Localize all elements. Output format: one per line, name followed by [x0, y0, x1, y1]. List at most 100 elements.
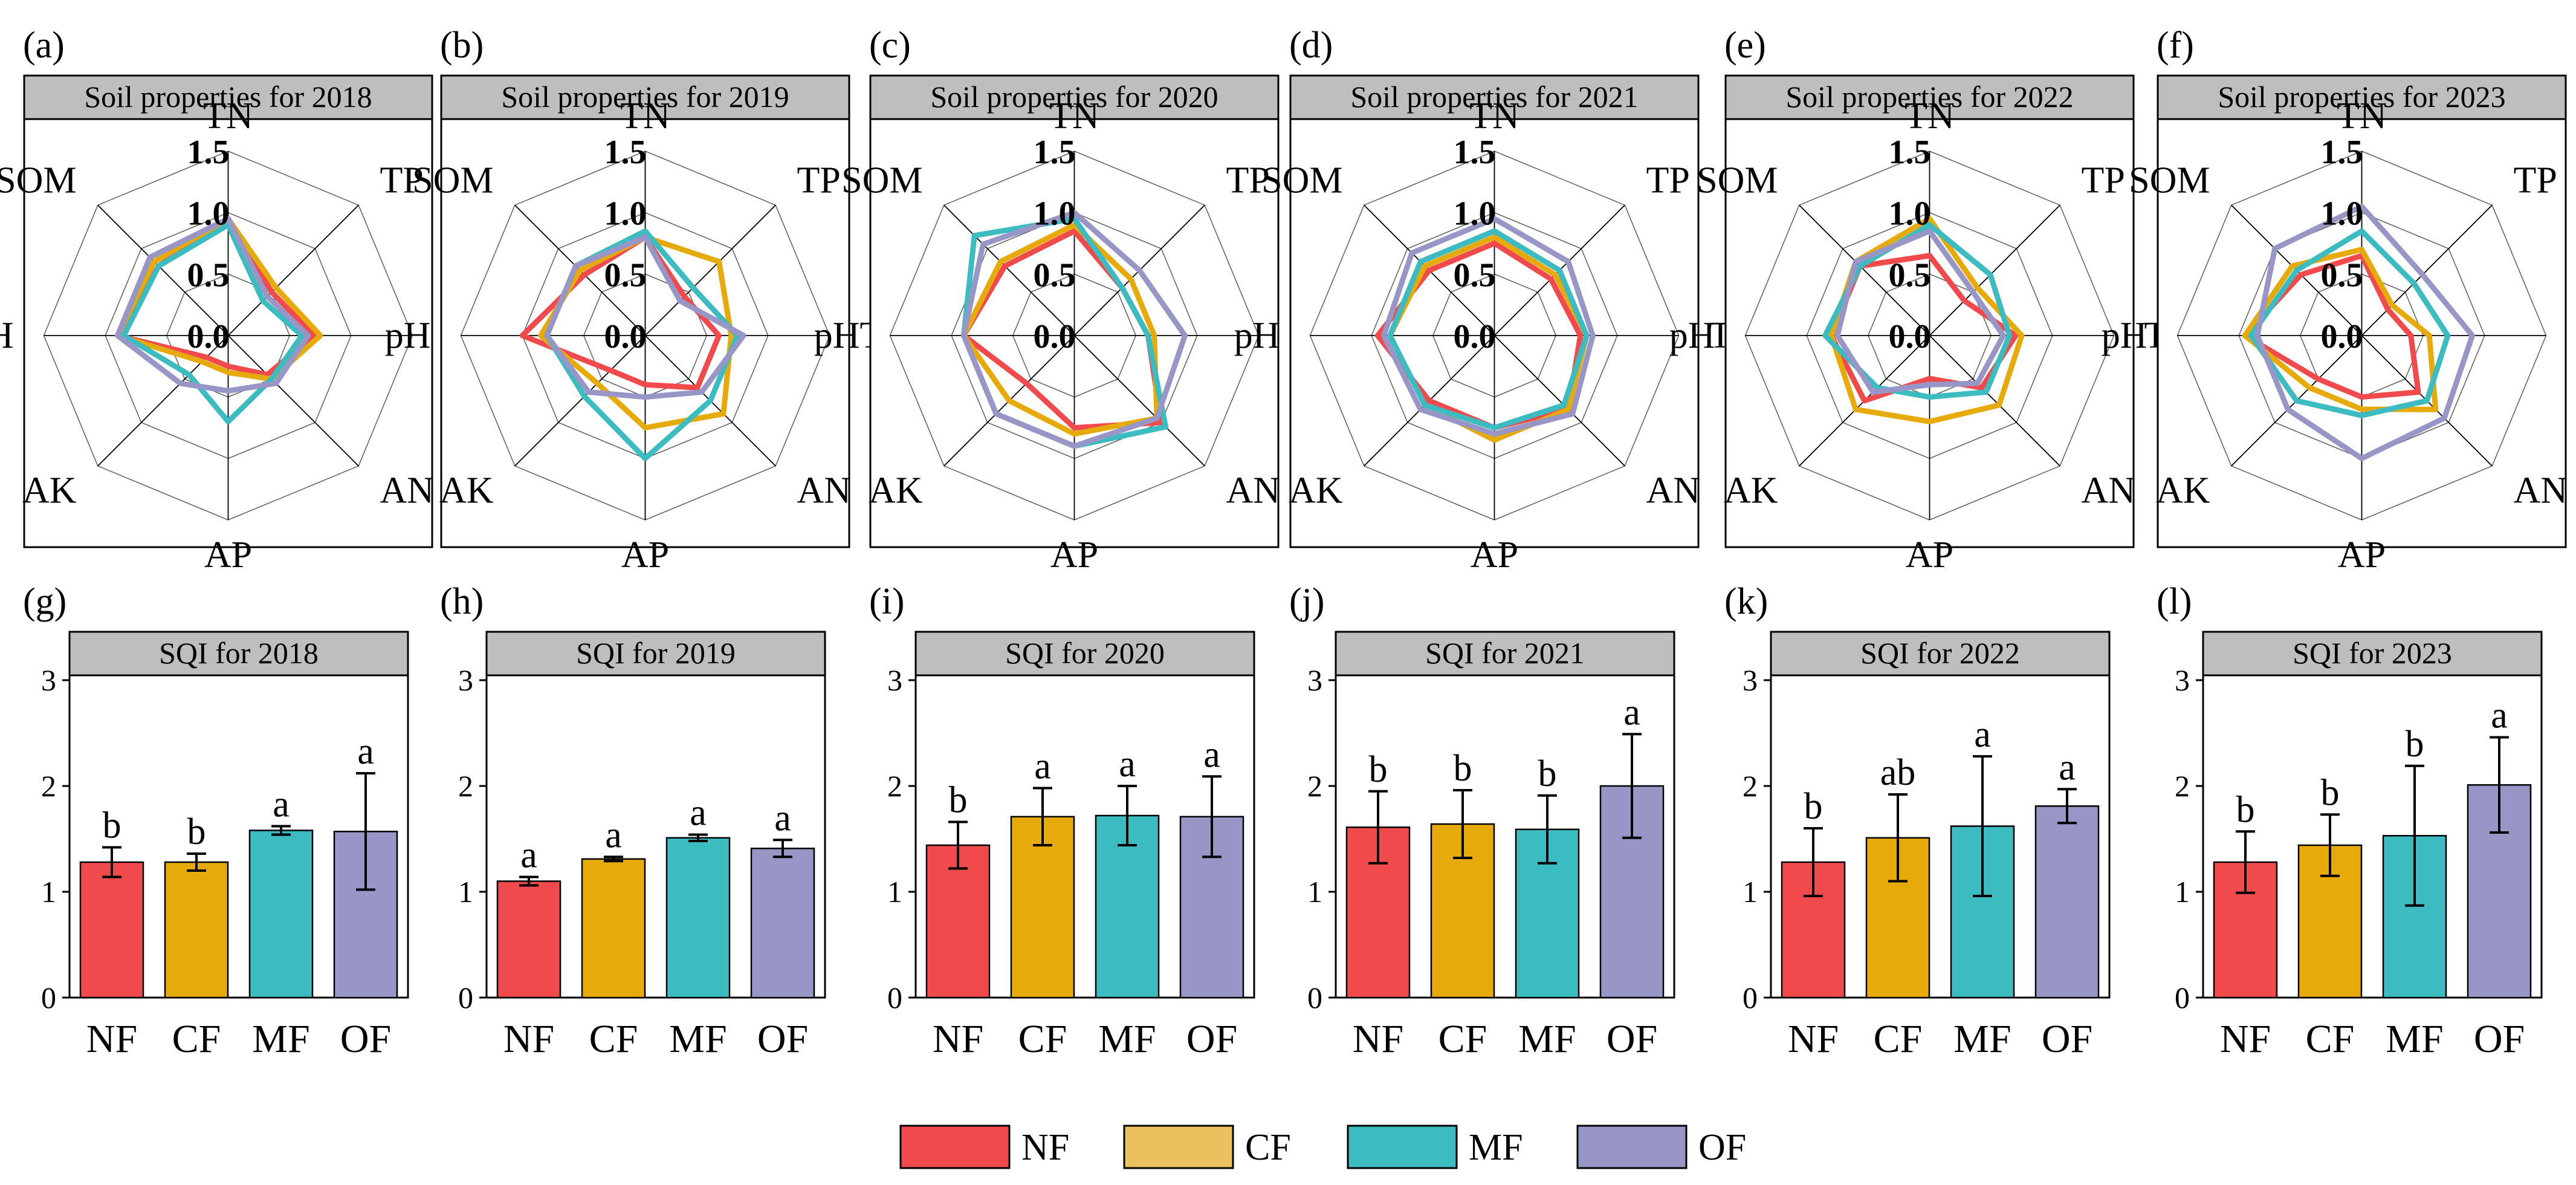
radar-axis-label: TP: [2082, 160, 2125, 201]
y-tick-label: 2: [41, 769, 56, 803]
x-tick-label: OF: [757, 1017, 808, 1061]
y-tick-label: 3: [458, 663, 473, 697]
radar-series-CF: [1387, 234, 1590, 443]
radar-axis-label: pH: [385, 315, 431, 356]
y-tick-label: 0: [1743, 981, 1758, 1015]
panel-label: (e): [1724, 25, 1766, 66]
significance-letter: a: [774, 797, 791, 839]
radar-tick-label: 0.5: [2321, 256, 2363, 294]
radar-spoke: [1929, 204, 2060, 336]
significance-letter: a: [1034, 746, 1051, 787]
panel-label: (j): [1289, 581, 1325, 622]
significance-letter: b: [2236, 789, 2255, 830]
radar-axis-label: AK: [22, 470, 77, 511]
radar-axis-label: SOM: [1697, 160, 1778, 201]
radar-tick-label: 1.0: [1034, 195, 1076, 233]
panel-header: [914, 631, 1255, 677]
bar-NF: [79, 861, 144, 999]
bar-OF: [2034, 805, 2100, 999]
radar-axis-label: AP: [1050, 534, 1098, 576]
panel-label: (c): [869, 25, 911, 66]
legend-label-MF: MF: [1469, 1127, 1523, 1168]
significance-letter: a: [273, 784, 290, 825]
significance-letter: b: [2406, 724, 2424, 765]
significance-letter: a: [2491, 695, 2508, 736]
radar-tick-label: 1.5: [604, 134, 647, 171]
panel-label: (k): [1724, 581, 1768, 622]
y-tick-label: 2: [887, 769, 902, 803]
legend-swatch-OF: [1576, 1125, 1688, 1169]
panel-title: SQI for 2023: [2293, 636, 2452, 670]
legend-item-MF: MF: [1347, 1125, 1523, 1169]
radar-tick-label: 0.0: [1454, 318, 1496, 356]
bar-CF: [164, 861, 229, 999]
x-tick-label: NF: [1788, 1017, 1839, 1061]
panel-header: [1335, 631, 1675, 677]
radar-axis-label: TP: [2514, 160, 2557, 201]
radar-axis-label: TN: [2337, 96, 2387, 137]
radar-spoke: [1493, 335, 1625, 467]
radar-axis-label: SOM: [412, 160, 493, 201]
significance-letter: b: [103, 805, 121, 846]
legend-item-NF: NF: [899, 1125, 1069, 1169]
radar-spoke: [644, 204, 776, 336]
radar-tick-label: 1.0: [1889, 195, 1931, 233]
y-tick-label: 2: [458, 769, 473, 803]
panel-label: (d): [1289, 25, 1333, 66]
radar-axis-label: pH: [1669, 315, 1715, 356]
x-tick-label: MF: [1518, 1017, 1576, 1061]
legend-label-NF: NF: [1021, 1127, 1069, 1168]
bar-MF: [1515, 828, 1580, 999]
y-tick-label: 1: [41, 875, 56, 909]
significance-letter: b: [1804, 786, 1823, 827]
radar-tick-label: 0.5: [1034, 256, 1076, 294]
radar-axis-label: TN: [1049, 96, 1099, 137]
y-tick-label: 0: [1307, 981, 1322, 1015]
radar-tick-label: 1.0: [2321, 195, 2363, 233]
radar-tick-label: 0.0: [1889, 318, 1931, 356]
significance-letter: b: [187, 811, 206, 852]
y-tick-label: 1: [1743, 875, 1758, 909]
radar-axis-label: TP: [797, 160, 841, 201]
y-tick-label: 0: [2175, 981, 2190, 1015]
x-tick-label: OF: [340, 1017, 391, 1061]
panel-title: Soil properties for 2022: [1785, 80, 2073, 114]
radar-axis-label: pH: [1234, 315, 1280, 356]
radar-axis-label: AN: [1226, 470, 1281, 511]
panel-title: SQI for 2021: [1425, 636, 1585, 670]
panel-header: [2157, 74, 2567, 120]
legend-item-OF: OF: [1576, 1125, 1746, 1169]
radar-panel: (f)Soil properties for 2023TNTPTKANAPAKp…: [2102, 25, 2568, 576]
significance-letter: a: [690, 793, 707, 834]
panel-label: (b): [440, 25, 484, 66]
y-tick-label: 2: [2175, 769, 2190, 803]
radar-axis-label: AP: [621, 534, 669, 576]
x-tick-label: OF: [2474, 1017, 2525, 1061]
panel-header: [1289, 74, 1700, 120]
x-tick-label: NF: [503, 1017, 554, 1061]
bar-CF: [581, 858, 646, 999]
y-tick-label: 3: [887, 663, 902, 697]
radar-axis-label: AN: [797, 470, 852, 511]
x-tick-label: NF: [933, 1017, 983, 1061]
radar-series-MF: [1387, 228, 1590, 430]
radar-axis-label: TN: [1904, 96, 1955, 137]
significance-letter: a: [1974, 714, 1991, 755]
y-tick-label: 1: [1307, 875, 1322, 909]
radar-axis-label: AK: [869, 470, 923, 511]
x-tick-label: CF: [1018, 1017, 1067, 1061]
radar-axis-label: AP: [1906, 534, 1953, 576]
y-tick-label: 1: [887, 875, 902, 909]
radar-tick-label: 0.5: [187, 256, 230, 294]
panel-header: [23, 74, 433, 120]
y-tick-label: 0: [41, 981, 56, 1015]
x-tick-label: CF: [2306, 1017, 2355, 1061]
radar-axis-label: AN: [1646, 470, 1701, 511]
x-tick-label: MF: [1098, 1017, 1156, 1061]
panel-header: [68, 631, 409, 677]
radar-tick-label: 1.5: [2321, 134, 2363, 171]
panel-title: Soil properties for 2018: [84, 80, 372, 114]
panel-header: [440, 74, 850, 120]
radar-tick-label: 1.0: [1454, 195, 1496, 233]
radar-tick-label: 1.5: [1034, 134, 1076, 171]
